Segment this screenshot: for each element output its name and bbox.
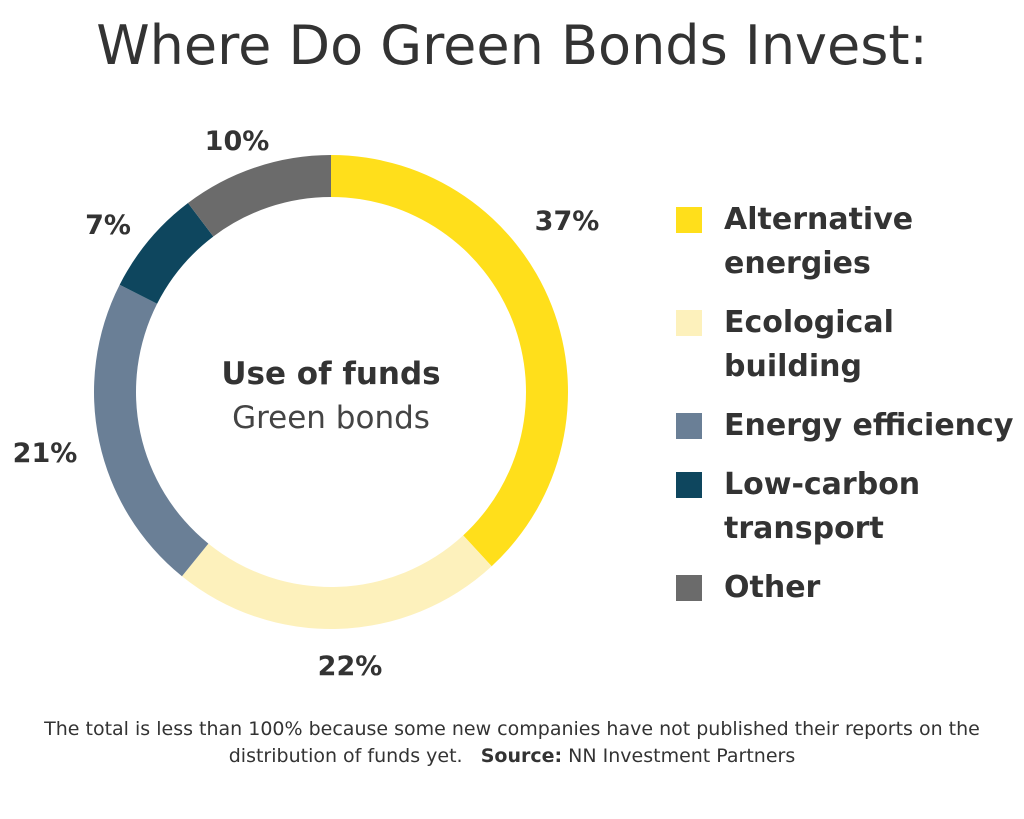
legend-label: Alternative xyxy=(724,202,914,237)
data-label: 7% xyxy=(85,210,131,241)
center-label: Use of funds xyxy=(221,356,440,392)
legend-item: Energy efficiency xyxy=(676,404,1024,448)
legend-label: building xyxy=(724,349,862,384)
legend-label: transport xyxy=(724,511,884,546)
donut-segment-low-carbon-transport xyxy=(119,203,214,304)
legend-item: Other xyxy=(676,566,1024,610)
data-label: 37% xyxy=(535,206,600,237)
legend-swatch xyxy=(676,310,702,336)
data-label: 21% xyxy=(13,438,78,469)
donut-segment-alternative-energies xyxy=(331,155,568,567)
legend-label: energies xyxy=(724,246,871,281)
donut-segment-ecological-building xyxy=(181,535,492,629)
legend-swatch xyxy=(676,413,702,439)
legend-label: Low-carbon xyxy=(724,467,921,502)
donut-segment-other xyxy=(187,155,331,237)
data-label: 22% xyxy=(318,651,383,682)
data-label: 10% xyxy=(205,126,270,157)
footnote-text: The total is less than 100% because some… xyxy=(44,718,980,767)
source-label: Source: xyxy=(480,745,563,767)
source-name: NN Investment Partners xyxy=(568,745,796,767)
legend-item: Alternative energies xyxy=(676,198,1024,286)
legend-swatch xyxy=(676,472,702,498)
center-sublabel: Green bonds xyxy=(232,400,430,436)
legend-item: Ecological building xyxy=(676,301,1024,389)
legend-label: Energy efficiency xyxy=(724,408,1014,443)
legend-item: Low-carbon transport xyxy=(676,463,1024,551)
chart-title: Where Do Green Bonds Invest: xyxy=(96,14,928,77)
legend-swatch xyxy=(676,207,702,233)
legend-swatch xyxy=(676,575,702,601)
footnote: The total is less than 100% because some… xyxy=(0,716,1024,770)
legend-label: Other xyxy=(724,570,821,605)
legend-label: Ecological xyxy=(724,305,894,340)
donut-segment-energy-efficiency xyxy=(94,284,209,577)
legend: Alternative energies Ecological building Ene… xyxy=(676,198,1024,625)
